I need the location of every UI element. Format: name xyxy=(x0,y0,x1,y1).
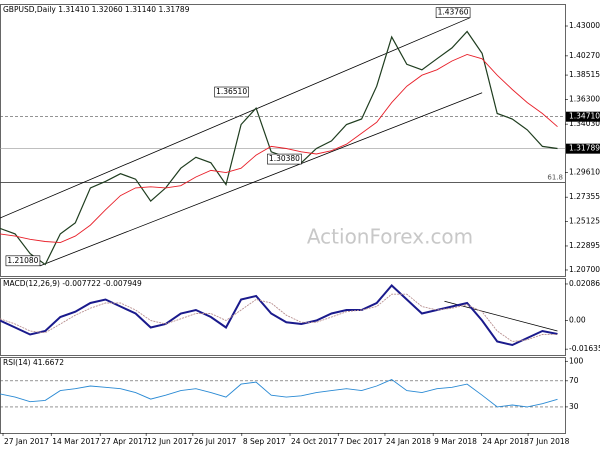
x-tick-label: 12 Jun 2017 xyxy=(147,437,192,446)
series-line xyxy=(0,378,558,408)
annotation-label: 1.36510 xyxy=(216,87,247,96)
level-label-box xyxy=(566,111,600,122)
x-tick-label: 8 Sep 2017 xyxy=(243,437,286,446)
x-tick-label: 24 Jan 2018 xyxy=(386,437,431,446)
annotation-box xyxy=(435,7,471,18)
panel-frame xyxy=(0,357,566,434)
y-tick-label: -0.016357 xyxy=(569,344,600,353)
y-tick-label: 30 xyxy=(569,402,579,411)
watermark: ActionForex.com xyxy=(307,225,473,249)
series-line xyxy=(0,54,558,244)
y-tick-label: 1.40270 xyxy=(569,51,600,60)
panel-frame xyxy=(0,4,566,277)
panel-title: MACD(12,26,9) -0.007722 -0.007949 xyxy=(3,279,142,288)
trend-line xyxy=(39,92,483,267)
annotation-box xyxy=(214,86,249,98)
x-tick-label: 14 Mar 2017 xyxy=(52,437,100,446)
x-tick-label: 24 Apr 2018 xyxy=(482,437,529,446)
y-tick-label: 1.29610 xyxy=(569,168,600,177)
y-tick-label: 1.43000 xyxy=(569,21,600,30)
x-tick-label: 7 Dec 2017 xyxy=(339,437,382,446)
y-tick-label: 70 xyxy=(569,376,579,385)
y-tick-label: 1.20700 xyxy=(569,265,600,274)
annotation-box xyxy=(267,153,302,165)
panel-frame xyxy=(0,278,566,356)
y-tick-label: 0.00 xyxy=(569,316,586,325)
y-tick-label: 1.25125 xyxy=(569,217,600,226)
y-tick-label: 1.34030 xyxy=(569,119,600,128)
x-tick-label: 9 Mar 2018 xyxy=(434,437,477,446)
annotation-box xyxy=(5,255,41,267)
annotation-label: 1.21080 xyxy=(7,256,38,265)
x-tick-label: 27 Jan 2017 xyxy=(4,437,49,446)
y-tick-label: 1.22895 xyxy=(569,241,600,250)
x-tick-label: 7 Jun 2018 xyxy=(529,437,570,446)
series-line xyxy=(0,293,558,342)
annotation-label: 1.43760 xyxy=(438,8,469,17)
fib-label: 61.8 xyxy=(547,173,563,181)
trend-line xyxy=(444,300,558,332)
x-tick-label: 27 Apr 2017 xyxy=(101,437,148,446)
trend-line xyxy=(0,17,471,219)
y-tick-label: 1.36300 xyxy=(569,94,600,103)
y-tick-label: 1.38515 xyxy=(569,70,600,79)
annotation-label: 1.30380 xyxy=(269,154,300,163)
level-label: 1.34710 xyxy=(569,112,600,121)
series-line xyxy=(0,284,558,347)
y-tick-label: 100 xyxy=(569,356,584,365)
x-tick-label: 26 Jul 2017 xyxy=(194,437,237,446)
level-label-box xyxy=(566,143,600,154)
panel-title: RSI(14) 41.6672 xyxy=(3,358,64,367)
y-tick-label: 1.27355 xyxy=(569,192,600,201)
y-tick-label: 0.020861 xyxy=(569,279,600,288)
panel-title: GBPUSD,Daily 1.31410 1.32060 1.31140 1.3… xyxy=(3,5,190,14)
level-label: 1.31789 xyxy=(569,144,600,153)
x-tick-label: 24 Oct 2017 xyxy=(291,437,338,446)
